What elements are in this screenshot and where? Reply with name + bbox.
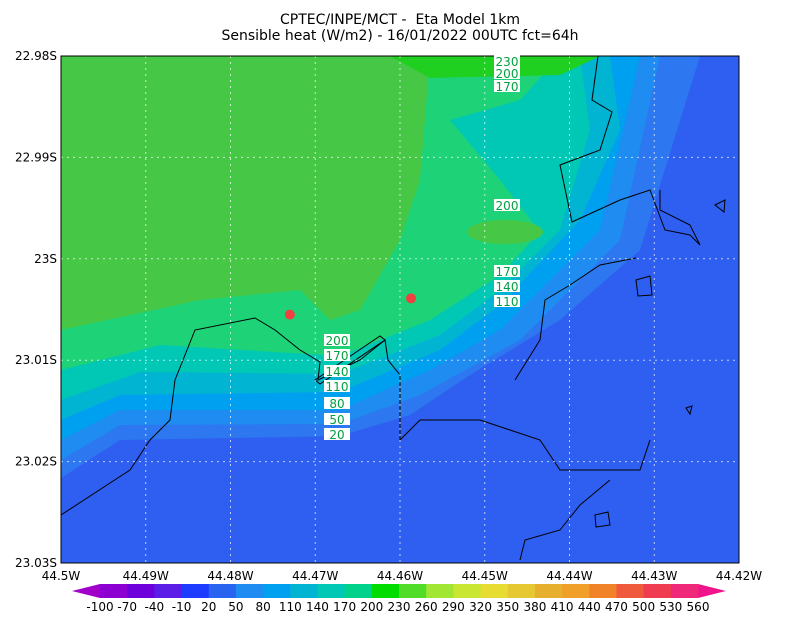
- x-tick-label: 44.5W: [42, 569, 81, 583]
- contour-label-bg: [324, 380, 350, 392]
- contour-label-bg: [324, 397, 350, 409]
- x-tick-label: 44.47W: [292, 569, 338, 583]
- colorbar-swatch: [589, 584, 617, 598]
- y-tick-label: 23.02S: [15, 455, 57, 469]
- colorbar-swatch: [235, 584, 264, 598]
- colorbar-swatch: [426, 584, 454, 598]
- y-tick-label: 23.01S: [15, 353, 57, 367]
- colorbar-label: 560: [687, 600, 710, 614]
- colorbar-label: 260: [415, 600, 438, 614]
- x-tick-label: 44.45W: [462, 569, 508, 583]
- colorbar-swatch: [453, 584, 482, 598]
- colorbar-swatch: [317, 584, 346, 598]
- contour-label-bg: [324, 413, 350, 425]
- colorbar-swatch: [371, 584, 400, 598]
- colorbar-swatch: [181, 584, 210, 598]
- colorbar-swatch: [670, 584, 699, 598]
- contour-label: 200: [496, 199, 519, 213]
- contour-label-bg: [494, 67, 520, 79]
- colorbar-label: 410: [551, 600, 574, 614]
- colorbar-label: 200: [360, 600, 383, 614]
- colorbar-label: 530: [659, 600, 682, 614]
- contour-label-bg: [494, 295, 520, 307]
- contour-label: 200: [496, 67, 519, 81]
- contour-label: 170: [326, 349, 349, 363]
- colorbar-swatch: [562, 584, 590, 598]
- colorbar-label: 80: [255, 600, 270, 614]
- contour-label: 80: [329, 397, 344, 411]
- contour-label-bg: [494, 55, 520, 67]
- x-tick-label: 44.48W: [207, 569, 253, 583]
- colorbar-over: [698, 584, 726, 598]
- colorbar-label: 350: [496, 600, 519, 614]
- contour-label: 110: [326, 380, 349, 394]
- colorbar-swatch: [208, 584, 237, 598]
- colorbar-label: -100: [86, 600, 113, 614]
- map-frame: [60, 55, 740, 564]
- colorbar-label: -40: [145, 600, 165, 614]
- colorbar-swatch: [290, 584, 318, 598]
- colorbar-swatch: [344, 584, 373, 598]
- colorbar-label: 500: [632, 600, 655, 614]
- contour-label-bg: [494, 80, 520, 92]
- x-tick-label: 44.43W: [631, 569, 677, 583]
- colorbar-under: [72, 584, 100, 598]
- colorbar-swatch: [480, 584, 509, 598]
- contour-label-bg: [494, 280, 520, 292]
- contour-label: 140: [326, 365, 349, 379]
- colorbar-label: -10: [172, 600, 192, 614]
- colorbar-swatch: [643, 584, 672, 598]
- colorbar-label: -70: [117, 600, 137, 614]
- x-tick-label: 44.46W: [377, 569, 423, 583]
- contour-label: 170: [496, 265, 519, 279]
- contour-label-bg: [494, 199, 520, 211]
- colorbar-swatch: [399, 584, 427, 598]
- contour-field: [61, 56, 739, 563]
- contour-label: 50: [329, 413, 344, 427]
- y-tick-label: 22.98S: [15, 49, 57, 63]
- colorbar-swatch: [127, 584, 155, 598]
- contour-label: 230: [496, 55, 519, 69]
- x-tick-label: 44.42W: [716, 569, 762, 583]
- y-tick-label: 23S: [34, 252, 57, 266]
- contour-label: 200: [326, 334, 349, 348]
- colorbar-swatch: [616, 584, 645, 598]
- y-tick-label: 23.03S: [15, 556, 57, 570]
- contour-label: 170: [496, 80, 519, 94]
- colorbar-label: 20: [201, 600, 216, 614]
- contour-label-bg: [324, 349, 350, 361]
- contour-label-bg: [324, 365, 350, 377]
- contour-label: 110: [496, 295, 519, 309]
- colorbar-label: 380: [523, 600, 546, 614]
- colorbar-label: 440: [578, 600, 601, 614]
- subtitle: Sensible heat (W/m2) - 16/01/2022 00UTC …: [221, 28, 578, 44]
- colorbar-label: 320: [469, 600, 492, 614]
- title: CPTEC/INPE/MCT - Eta Model 1km: [280, 12, 520, 28]
- contour-label-bg: [324, 428, 350, 440]
- x-tick-label: 44.44W: [546, 569, 592, 583]
- contour-label: 140: [496, 280, 519, 294]
- colorbar-swatch: [100, 584, 128, 598]
- y-tick-label: 22.99S: [15, 150, 57, 164]
- colorbar-label: 110: [279, 600, 302, 614]
- colorbar-swatch: [263, 584, 291, 598]
- station-marker: [406, 293, 417, 304]
- colorbar-swatch: [534, 584, 563, 598]
- contour-label-bg: [324, 334, 350, 346]
- colorbar-label: 140: [306, 600, 329, 614]
- contour-label-bg: [494, 265, 520, 277]
- colorbar-label: 470: [605, 600, 628, 614]
- x-tick-label: 44.49W: [123, 569, 169, 583]
- colorbar-label: 290: [442, 600, 465, 614]
- contour-label: 20: [329, 428, 344, 442]
- station-marker: [284, 309, 295, 320]
- colorbar-label: 50: [228, 600, 243, 614]
- colorbar-label: 230: [388, 600, 411, 614]
- colorbar-swatch: [154, 584, 183, 598]
- colorbar-label: 170: [333, 600, 356, 614]
- colorbar-swatch: [507, 584, 536, 598]
